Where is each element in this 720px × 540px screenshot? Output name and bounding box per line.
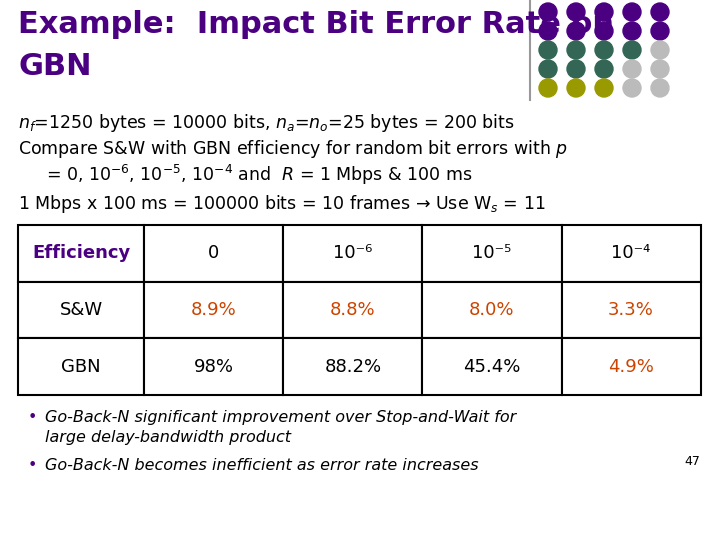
Circle shape xyxy=(651,79,669,97)
Text: 10⁻⁴: 10⁻⁴ xyxy=(611,244,651,262)
Circle shape xyxy=(651,22,669,40)
Text: S&W: S&W xyxy=(60,301,103,319)
Text: Go-Back-N becomes inefficient as error rate increases: Go-Back-N becomes inefficient as error r… xyxy=(45,458,479,473)
Circle shape xyxy=(623,60,641,78)
Text: 0: 0 xyxy=(208,244,220,262)
Text: 47: 47 xyxy=(684,455,700,468)
Circle shape xyxy=(539,60,557,78)
Text: 8.9%: 8.9% xyxy=(191,301,237,319)
Bar xyxy=(283,225,423,282)
Text: •: • xyxy=(28,458,37,473)
Bar xyxy=(423,339,562,395)
Text: 45.4%: 45.4% xyxy=(463,357,521,376)
Circle shape xyxy=(567,3,585,21)
Text: large delay-bandwidth product: large delay-bandwidth product xyxy=(45,430,291,445)
Bar xyxy=(144,225,283,282)
Circle shape xyxy=(651,3,669,21)
Bar xyxy=(283,339,423,395)
Text: 8.8%: 8.8% xyxy=(330,301,376,319)
Text: Go-Back-N significant improvement over Stop-and-Wait for: Go-Back-N significant improvement over S… xyxy=(45,410,516,425)
Text: Compare S&W with GBN efficiency for random bit errors with $p$: Compare S&W with GBN efficiency for rand… xyxy=(18,138,568,160)
Circle shape xyxy=(567,60,585,78)
Text: = 0, 10$^{-6}$, 10$^{-5}$, 10$^{-4}$ and  $R$ = 1 Mbps & 100 ms: = 0, 10$^{-6}$, 10$^{-5}$, 10$^{-4}$ and… xyxy=(46,163,472,187)
Circle shape xyxy=(539,22,557,40)
Circle shape xyxy=(539,79,557,97)
Text: Efficiency: Efficiency xyxy=(32,244,130,262)
Bar xyxy=(283,282,423,339)
Circle shape xyxy=(623,79,641,97)
Bar xyxy=(18,225,144,282)
Text: $n_f$=1250 bytes = 10000 bits, $n_a$=$n_o$=25 bytes = 200 bits: $n_f$=1250 bytes = 10000 bits, $n_a$=$n_… xyxy=(18,112,515,134)
Circle shape xyxy=(651,41,669,59)
Circle shape xyxy=(567,22,585,40)
Bar xyxy=(18,339,144,395)
Circle shape xyxy=(595,22,613,40)
Bar xyxy=(562,282,701,339)
Circle shape xyxy=(595,41,613,59)
Circle shape xyxy=(623,22,641,40)
Circle shape xyxy=(567,41,585,59)
Bar xyxy=(18,282,144,339)
Circle shape xyxy=(539,3,557,21)
Text: 88.2%: 88.2% xyxy=(324,357,382,376)
Bar xyxy=(144,339,283,395)
Text: 98%: 98% xyxy=(194,357,234,376)
Text: 10⁻⁵: 10⁻⁵ xyxy=(472,244,512,262)
Circle shape xyxy=(539,41,557,59)
Circle shape xyxy=(595,3,613,21)
Text: 8.0%: 8.0% xyxy=(469,301,515,319)
Text: •: • xyxy=(28,410,37,425)
Bar xyxy=(562,225,701,282)
Circle shape xyxy=(567,79,585,97)
Bar xyxy=(562,339,701,395)
Text: 3.3%: 3.3% xyxy=(608,301,654,319)
Bar xyxy=(423,282,562,339)
Circle shape xyxy=(623,3,641,21)
Text: Example:  Impact Bit Error Rate on: Example: Impact Bit Error Rate on xyxy=(18,10,614,39)
Bar xyxy=(144,282,283,339)
Text: 4.9%: 4.9% xyxy=(608,357,654,376)
Circle shape xyxy=(595,60,613,78)
Text: 10⁻⁶: 10⁻⁶ xyxy=(333,244,372,262)
Text: GBN: GBN xyxy=(61,357,101,376)
Circle shape xyxy=(595,79,613,97)
Bar xyxy=(423,225,562,282)
Circle shape xyxy=(651,60,669,78)
Text: 1 Mbps x 100 ms = 100000 bits = 10 frames → Use W$_s$ = 11: 1 Mbps x 100 ms = 100000 bits = 10 frame… xyxy=(18,193,546,215)
Circle shape xyxy=(623,41,641,59)
Text: GBN: GBN xyxy=(18,52,91,81)
